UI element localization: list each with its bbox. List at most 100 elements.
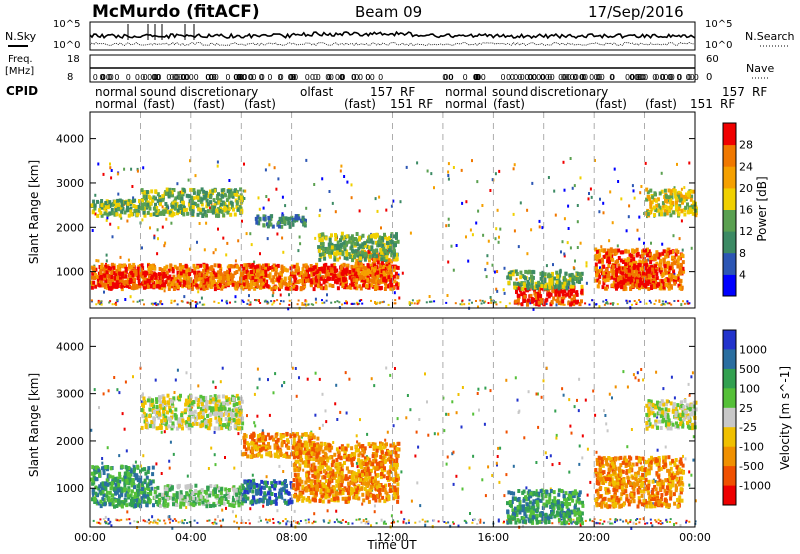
ground-cell xyxy=(213,521,216,524)
scatter-cell xyxy=(237,239,240,243)
scatter-cell xyxy=(134,460,137,464)
data-cell xyxy=(575,292,579,297)
data-cell xyxy=(560,282,564,287)
data-cell xyxy=(676,257,680,262)
scatter-cell xyxy=(120,216,123,220)
nave-mark: 0 xyxy=(147,73,152,82)
data-cell xyxy=(114,203,118,207)
ground-cell xyxy=(260,519,262,522)
ground-cell xyxy=(381,301,384,304)
data-cell xyxy=(619,258,623,263)
nave-mark: 0 xyxy=(365,73,370,82)
data-cell xyxy=(118,263,122,268)
scatter-cell xyxy=(503,266,506,270)
data-cell xyxy=(173,264,177,269)
data-cell xyxy=(345,263,349,268)
scatter-cell xyxy=(632,189,635,193)
data-cell xyxy=(622,287,626,292)
ground-cell xyxy=(116,519,119,522)
cpid-text: 157 xyxy=(370,85,393,99)
data-cell xyxy=(256,284,260,289)
data-cell xyxy=(171,193,174,198)
scatter-cell xyxy=(350,183,353,187)
data-cell xyxy=(170,190,174,195)
scatter-cell xyxy=(358,209,361,213)
ground-cell xyxy=(356,303,359,306)
data-cell xyxy=(368,283,372,288)
ground-cell xyxy=(358,302,361,305)
data-cell xyxy=(612,281,616,285)
scatter-cell xyxy=(394,367,396,370)
data-cell xyxy=(161,197,165,202)
data-cell xyxy=(382,278,386,283)
scatter-cell xyxy=(294,367,297,370)
data-cell xyxy=(389,271,393,276)
ground-cell xyxy=(445,301,448,304)
scatter-cell xyxy=(604,414,607,417)
ground-cell xyxy=(98,300,101,303)
ground-cell xyxy=(685,519,688,522)
data-cell xyxy=(636,279,639,284)
data-cell xyxy=(678,286,682,291)
data-cell xyxy=(147,274,151,279)
data-cell xyxy=(158,267,162,271)
data-cell xyxy=(192,263,196,268)
scatter-cell xyxy=(603,409,605,413)
scatter-cell xyxy=(220,524,223,528)
data-cell xyxy=(359,263,363,268)
scatter-cell xyxy=(113,376,116,379)
scatter-cell xyxy=(132,196,135,200)
data-cell xyxy=(352,268,356,273)
data-cell xyxy=(190,199,194,204)
nave-mark: 0 xyxy=(212,73,217,82)
data-cell xyxy=(355,286,359,291)
ground-cell xyxy=(100,300,103,303)
scatter-cell xyxy=(499,446,502,450)
data-cell xyxy=(607,264,611,269)
data-cell xyxy=(640,253,644,258)
data-cell xyxy=(383,232,386,237)
data-cell xyxy=(658,205,662,210)
data-cell xyxy=(653,253,657,258)
data-cell xyxy=(388,245,392,250)
scatter-cell xyxy=(268,518,271,522)
data-cell xyxy=(597,249,601,254)
data-cell xyxy=(213,205,216,210)
data-cell xyxy=(390,283,393,288)
data-cell xyxy=(669,213,673,218)
data-cell xyxy=(161,274,165,279)
ground-cell xyxy=(529,302,532,305)
data-cell xyxy=(293,264,297,269)
data-cell xyxy=(676,262,680,267)
scatter-cell xyxy=(513,163,516,167)
scatter-cell xyxy=(579,523,582,527)
scatter-cell xyxy=(336,418,339,421)
scatter-cell xyxy=(424,372,426,376)
data-cell xyxy=(639,278,642,283)
data-cell xyxy=(235,201,239,206)
data-cell xyxy=(670,262,674,267)
data-cell xyxy=(154,209,158,214)
data-cell xyxy=(132,465,136,470)
data-cell xyxy=(193,266,197,271)
ground-cell xyxy=(479,299,482,302)
data-cell xyxy=(354,261,358,266)
data-cell xyxy=(152,280,155,285)
nave-mark: 0 xyxy=(475,73,480,82)
data-cell xyxy=(647,249,651,254)
data-cell xyxy=(691,211,695,216)
scatter-cell xyxy=(482,233,485,237)
data-cell xyxy=(380,279,384,284)
data-cell xyxy=(212,198,216,203)
data-cell xyxy=(645,273,648,278)
scatter-cell xyxy=(676,162,678,166)
scatter-cell xyxy=(272,291,275,295)
nave-mark: 0 xyxy=(677,73,682,82)
scatter-cell xyxy=(361,502,364,506)
scatter-cell xyxy=(496,463,498,467)
data-cell xyxy=(102,493,106,498)
scatter-cell xyxy=(568,398,571,402)
nave-mark: 0 xyxy=(184,73,189,82)
data-cell xyxy=(643,265,647,269)
